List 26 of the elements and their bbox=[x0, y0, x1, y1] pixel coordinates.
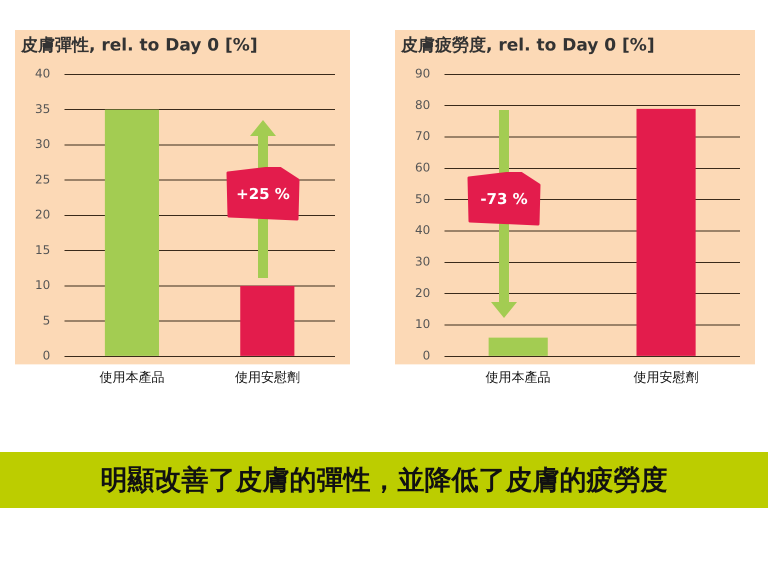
x-tick-label: 使用本產品 bbox=[99, 370, 164, 386]
y-tick-label: 80 bbox=[414, 98, 430, 112]
y-tick-label: 15 bbox=[34, 242, 50, 257]
y-tick-label: 40 bbox=[34, 66, 50, 81]
y-tick-label: 20 bbox=[414, 286, 430, 300]
y-tick-label: 10 bbox=[34, 278, 50, 292]
y-tick-label: 40 bbox=[414, 223, 430, 238]
x-tick-label: 使用本產品 bbox=[486, 370, 551, 386]
chart-title: 皮膚彈性, rel. to Day 0 [%] bbox=[20, 36, 258, 56]
y-tick-label: 30 bbox=[414, 254, 430, 269]
y-tick-label: 30 bbox=[34, 137, 50, 152]
y-tick-label: 10 bbox=[414, 317, 430, 332]
y-tick-label: 70 bbox=[414, 129, 430, 144]
x-tick-label: 使用安慰劑 bbox=[634, 370, 699, 386]
x-tick-label: 使用安慰劑 bbox=[234, 370, 300, 386]
y-tick-label: 35 bbox=[34, 102, 50, 116]
y-tick-label: 0 bbox=[42, 348, 50, 363]
y-tick-label: 60 bbox=[414, 160, 430, 175]
y-tick-label: 90 bbox=[414, 66, 430, 81]
y-tick-label: 5 bbox=[42, 313, 50, 328]
chart-title: 皮膚疲勞度, rel. to Day 0 [%] bbox=[400, 36, 655, 56]
y-tick-label: 0 bbox=[422, 348, 430, 363]
y-tick-label: 25 bbox=[34, 172, 50, 186]
y-tick-label: 20 bbox=[34, 208, 50, 222]
text: 明顯改善了皮膚的彈性，並降低了皮膚的疲勞度 bbox=[100, 464, 668, 498]
y-tick-label: 50 bbox=[414, 192, 430, 206]
